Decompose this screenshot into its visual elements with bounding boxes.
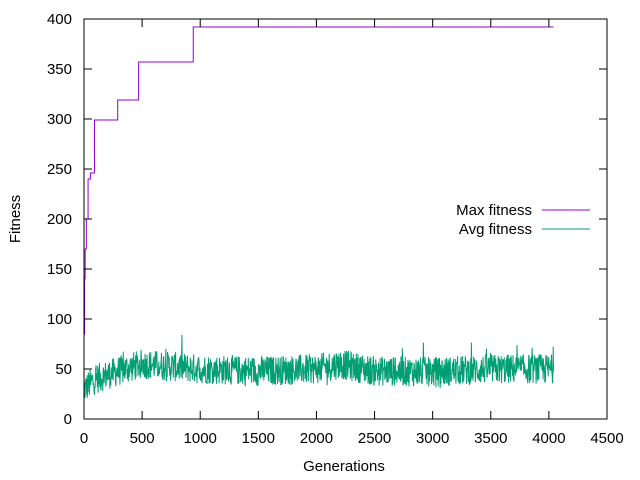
y-axis-label: Fitness bbox=[7, 195, 24, 243]
x-tick-label: 2000 bbox=[300, 430, 333, 447]
y-tick-label: 100 bbox=[47, 311, 72, 328]
x-tick-label: 3500 bbox=[474, 430, 507, 447]
y-tick-label: 300 bbox=[47, 111, 72, 128]
x-axis-label: Generations bbox=[303, 458, 385, 475]
x-tick-label: 4500 bbox=[590, 430, 623, 447]
x-tick-label: 4000 bbox=[532, 430, 565, 447]
series-avg-fitness-line bbox=[83, 334, 555, 398]
x-tick-label: 1500 bbox=[242, 430, 275, 447]
x-tick-label: 1000 bbox=[184, 430, 217, 447]
y-tick-label: 400 bbox=[47, 11, 72, 28]
y-tick-label: 0 bbox=[64, 411, 72, 428]
y-tick-label: 250 bbox=[47, 161, 72, 178]
x-tick-label: 3000 bbox=[416, 430, 449, 447]
x-tick-label: 500 bbox=[130, 430, 155, 447]
y-tick-label: 50 bbox=[55, 361, 72, 378]
legend-label: Max fitness bbox=[456, 202, 532, 219]
series-max-fitness-line bbox=[84, 26, 554, 335]
x-tick-label: 2500 bbox=[358, 430, 391, 447]
y-tick-label: 350 bbox=[47, 61, 72, 78]
y-tick-label: 150 bbox=[47, 261, 72, 278]
plot-area: 0 500 1000 1500 2000 2500 3000 3500 4000 4500 0 50 1… bbox=[47, 11, 624, 447]
y-tick-label: 200 bbox=[47, 211, 72, 228]
legend-label: Avg fitness bbox=[459, 221, 532, 238]
x-tick-label: 0 bbox=[80, 430, 88, 447]
